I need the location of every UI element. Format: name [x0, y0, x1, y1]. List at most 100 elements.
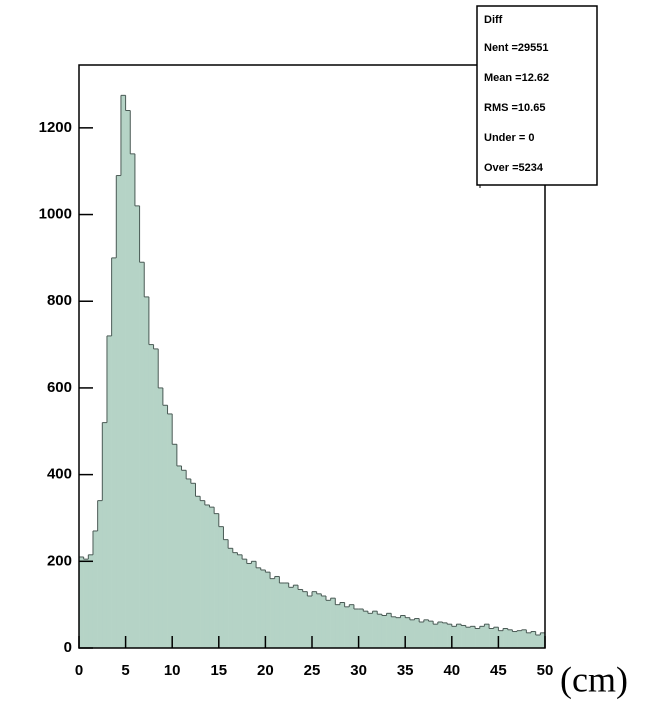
x-tick-label: 10 — [164, 662, 181, 679]
bar — [325, 600, 331, 648]
bar — [540, 632, 546, 648]
x-axis-label: (cm) — [560, 659, 628, 699]
bar — [414, 618, 420, 648]
bar — [237, 554, 243, 648]
x-tick-label: 50 — [537, 662, 554, 679]
bar — [465, 627, 471, 648]
bar — [493, 627, 499, 648]
stats-entry: Over =5234 — [484, 162, 544, 174]
bar — [153, 348, 159, 648]
bar — [358, 608, 364, 648]
bar — [97, 500, 103, 648]
bar — [214, 513, 220, 648]
bar — [134, 205, 140, 649]
bar — [218, 526, 224, 648]
x-tick-label: 45 — [490, 662, 507, 679]
bar — [428, 621, 434, 648]
bar — [139, 262, 145, 648]
bar — [256, 567, 262, 648]
y-tick-label: 600 — [47, 379, 72, 396]
bar — [447, 624, 453, 648]
bar — [479, 626, 485, 648]
bar — [284, 582, 289, 648]
y-tick-label: 1000 — [39, 206, 72, 223]
bar — [437, 621, 443, 648]
bar — [265, 572, 271, 648]
bar — [116, 175, 122, 648]
bar — [120, 95, 126, 648]
bar — [470, 626, 476, 648]
y-tick-label: 800 — [47, 292, 72, 309]
bar — [400, 615, 406, 648]
bar — [204, 504, 210, 648]
y-tick-label: 1200 — [39, 119, 72, 136]
bar — [386, 613, 392, 648]
bar — [246, 563, 252, 648]
bar — [503, 628, 509, 648]
x-tick-label: 5 — [121, 662, 129, 679]
stats-title: Diff — [484, 14, 503, 26]
bar — [475, 628, 481, 648]
x-tick-label: 25 — [304, 662, 321, 679]
bar — [228, 548, 234, 648]
x-tick-label: 35 — [397, 662, 414, 679]
bar — [344, 606, 350, 648]
bar — [395, 617, 401, 648]
stats-entry: Mean =12.62 — [484, 72, 549, 84]
bar — [195, 496, 201, 648]
bar — [83, 559, 89, 648]
stats-entry: Under = 0 — [484, 132, 534, 144]
bar — [391, 616, 397, 648]
bar — [517, 630, 522, 648]
bar — [512, 631, 518, 648]
x-tick-label: 20 — [257, 662, 274, 679]
stats-entry: Nent =29551 — [484, 42, 549, 54]
bar — [423, 619, 429, 648]
bar — [349, 604, 355, 648]
bar — [172, 444, 178, 648]
bar — [251, 561, 257, 648]
bar — [106, 335, 112, 648]
bar — [209, 507, 215, 648]
bar — [409, 619, 415, 648]
x-tick-label: 0 — [75, 662, 83, 679]
bar — [79, 556, 84, 648]
bar — [526, 632, 532, 648]
bar — [461, 625, 467, 648]
bar — [321, 595, 327, 648]
bar — [316, 593, 322, 648]
bar — [92, 530, 98, 648]
bar — [372, 611, 378, 648]
bar — [130, 153, 136, 648]
bar — [125, 110, 131, 649]
bar — [456, 624, 462, 648]
stats-entry: RMS =10.65 — [484, 102, 545, 114]
bar — [442, 622, 448, 648]
bar — [367, 613, 373, 648]
bar — [363, 611, 369, 648]
bar — [288, 587, 294, 648]
y-tick-label: 400 — [47, 466, 72, 483]
bar — [307, 595, 313, 648]
x-tick-label: 15 — [210, 662, 227, 679]
bar — [111, 257, 117, 648]
bar — [232, 552, 238, 648]
x-tick-label: 30 — [350, 662, 367, 679]
bar — [162, 405, 168, 648]
bar — [181, 470, 187, 648]
y-tick-label: 0 — [64, 639, 72, 656]
bar — [102, 422, 108, 648]
stats-box — [476, 5, 598, 186]
bar — [186, 478, 192, 648]
bar — [377, 614, 383, 648]
bar — [330, 598, 336, 648]
bar — [274, 576, 280, 648]
bar — [144, 296, 150, 648]
bar — [353, 608, 359, 648]
bar — [339, 602, 345, 648]
bar — [242, 559, 248, 648]
x-tick-label: 40 — [443, 662, 460, 679]
bar — [535, 634, 541, 648]
bar — [302, 591, 308, 648]
